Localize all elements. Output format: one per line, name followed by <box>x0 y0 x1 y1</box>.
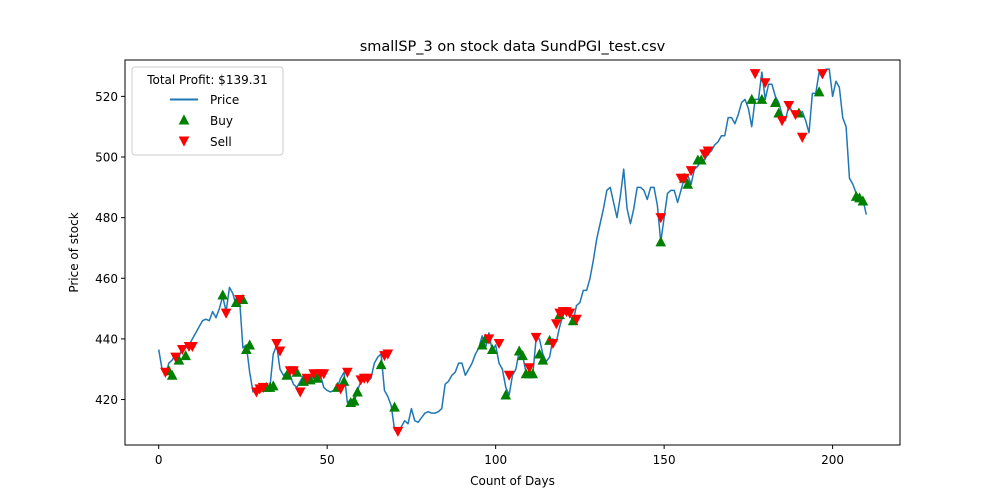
sell-marker <box>550 319 562 330</box>
sell-marker <box>685 166 697 177</box>
legend-buy-marker <box>178 114 190 125</box>
buy-marker <box>517 350 528 361</box>
x-tick-label: 50 <box>320 453 335 467</box>
sell-marker <box>547 338 559 350</box>
sell-marker <box>288 366 299 377</box>
sell-marker <box>564 308 576 319</box>
sell-marker <box>220 308 232 319</box>
y-tick-label: 460 <box>95 272 118 286</box>
sell-marker <box>749 69 761 80</box>
legend-title: Total Profit: $139.31 <box>146 73 268 87</box>
sell-marker <box>530 332 542 343</box>
sell-marker <box>176 345 188 356</box>
sell-marker <box>679 173 690 184</box>
buy-marker <box>655 236 667 247</box>
sell-marker <box>308 369 320 380</box>
buy-marker <box>527 368 539 379</box>
buy-marker <box>166 369 178 380</box>
buy-marker <box>537 354 549 365</box>
sell-marker <box>362 373 373 384</box>
sell-marker <box>234 294 245 306</box>
sell-marker <box>776 116 788 127</box>
legend-box <box>131 66 284 156</box>
plot-frame <box>124 59 901 446</box>
sell-marker <box>655 213 667 224</box>
sell-marker <box>571 314 582 325</box>
buy-marker <box>244 339 256 350</box>
sell-marker <box>271 338 282 350</box>
buy-marker <box>311 372 323 383</box>
sell-marker <box>790 110 801 121</box>
x-axis: 0 50 100 150 200 <box>155 445 844 467</box>
sell-marker <box>759 78 771 89</box>
buy-marker <box>769 96 781 107</box>
buy-marker <box>375 359 387 370</box>
sell-markers <box>160 69 828 437</box>
y-tick-label: 480 <box>95 211 118 225</box>
sell-marker <box>274 346 286 357</box>
buy-marker <box>682 178 694 189</box>
sell-marker <box>702 146 714 157</box>
legend-sell-label: Sell <box>210 135 232 149</box>
sell-marker <box>294 387 306 398</box>
y-tick-label: 520 <box>95 90 118 104</box>
sell-marker <box>503 370 515 381</box>
buy-marker <box>813 86 825 97</box>
buy-marker <box>695 154 707 165</box>
buy-marker <box>486 343 498 355</box>
sell-marker <box>160 367 171 378</box>
y-tick-label: 500 <box>95 151 118 165</box>
sell-marker <box>382 349 394 360</box>
buy-marker <box>389 401 400 412</box>
chart-title: smallSP_3 on stock data SundPGI_test.csv <box>360 39 666 55</box>
sell-marker <box>257 382 269 393</box>
sell-marker <box>796 132 808 143</box>
x-tick-label: 150 <box>653 453 676 467</box>
sell-marker <box>483 334 495 345</box>
buy-marker <box>534 348 545 359</box>
sell-marker <box>187 341 198 353</box>
sell-marker <box>392 426 404 437</box>
buy-marker <box>281 369 293 380</box>
sell-marker <box>335 384 346 395</box>
legend: Total Profit: $139.31 Price Buy Sell <box>131 66 284 156</box>
x-tick-label: 200 <box>821 453 844 467</box>
y-axis: 420 440 460 480 500 520 <box>95 90 125 407</box>
buy-marker <box>756 93 768 104</box>
x-axis-title: Count of Days <box>470 474 555 488</box>
y-axis-title: Price of stock <box>67 212 81 292</box>
buy-marker <box>348 395 360 406</box>
buy-marker <box>180 350 191 361</box>
legend-price-label: Price <box>210 93 239 107</box>
sell-marker <box>524 363 535 374</box>
buy-marker <box>267 380 279 391</box>
sell-marker <box>318 369 330 380</box>
sell-marker <box>170 352 181 363</box>
sell-marker <box>817 69 828 80</box>
legend-buy-label: Buy <box>210 114 233 128</box>
buy-marker <box>352 386 363 397</box>
sell-marker <box>493 338 505 350</box>
legend-sell-marker <box>178 136 190 147</box>
x-tick-label: 100 <box>484 453 507 467</box>
y-tick-label: 420 <box>95 393 118 407</box>
sell-marker <box>301 373 313 384</box>
buy-marker <box>476 339 488 350</box>
buy-marker <box>500 389 512 400</box>
buy-marker <box>857 195 869 206</box>
sell-marker <box>342 367 353 378</box>
sell-marker <box>783 100 795 112</box>
buy-marker <box>746 93 758 104</box>
y-tick-label: 440 <box>95 332 118 346</box>
buy-marker <box>217 289 229 300</box>
x-tick-label: 0 <box>155 453 163 467</box>
